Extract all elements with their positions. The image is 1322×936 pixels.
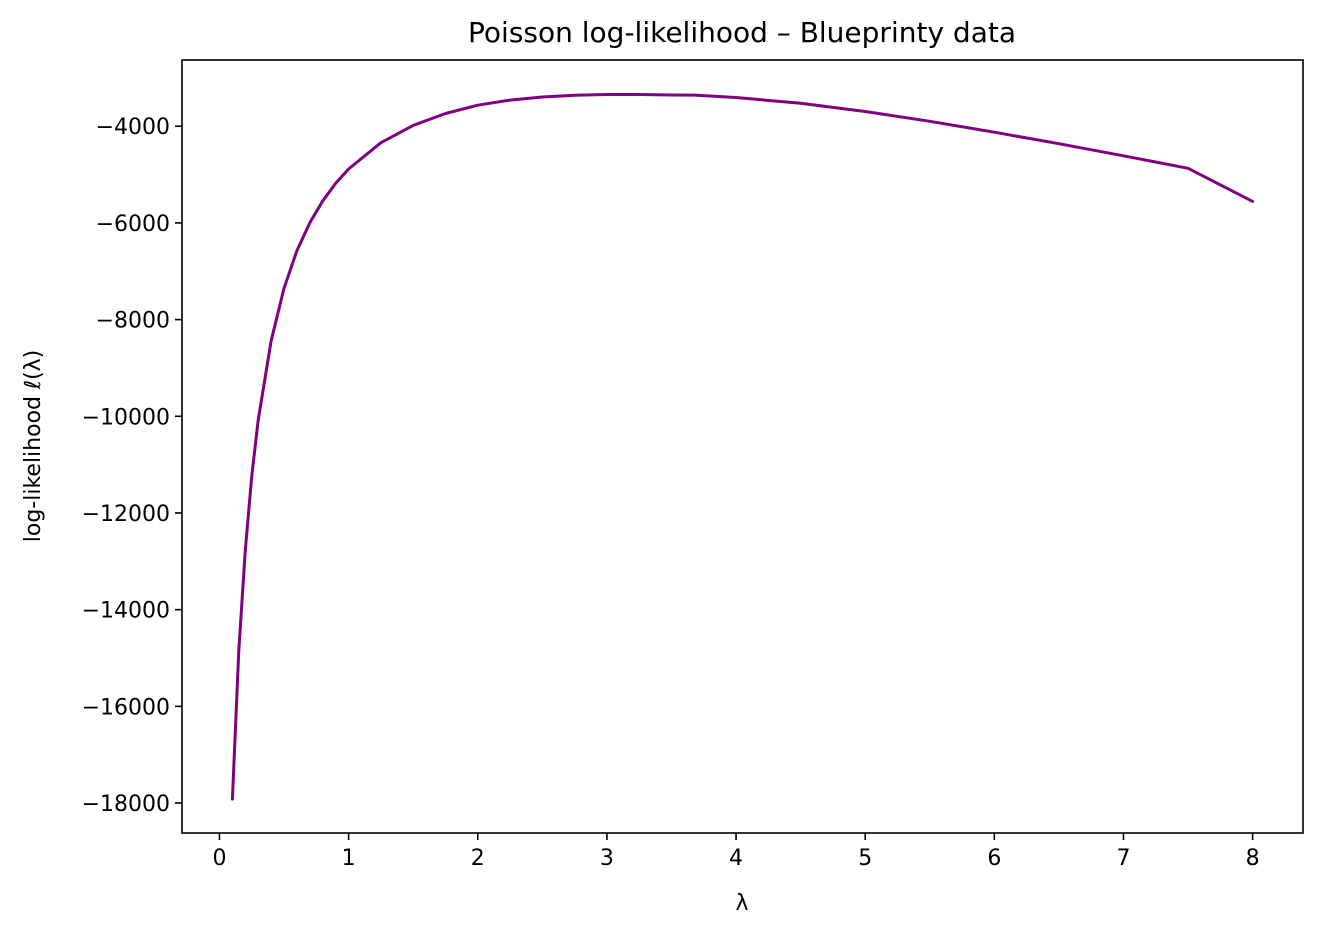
plot-frame	[181, 59, 1304, 834]
x-tick-label: 5	[858, 846, 872, 871]
x-tick-label: 3	[600, 846, 614, 871]
y-tick-label: −4000	[96, 115, 170, 140]
x-axis-label: λ	[735, 891, 748, 916]
chart-title: Poisson log-likelihood – Blueprinty data	[468, 16, 1016, 49]
x-tick-label: 0	[212, 846, 226, 871]
x-tick-label: 4	[729, 846, 743, 871]
x-tick-label: 1	[342, 846, 356, 871]
y-tick-label: −10000	[82, 405, 170, 430]
x-tick-label: 6	[987, 846, 1001, 871]
y-tick-label: −16000	[82, 695, 170, 720]
y-axis-label: log-likelihood ℓ(λ)	[21, 350, 46, 543]
series-layer	[230, 93, 1255, 801]
x-tick-label: 8	[1246, 846, 1260, 871]
y-tick-label: −8000	[96, 309, 170, 334]
y-tick-label: −6000	[96, 212, 170, 237]
y-tick-label: −12000	[82, 502, 170, 527]
y-tick-label: −14000	[82, 599, 170, 624]
plot-area: −18000 −16000 −14000 −12000 −10000 −8000 −6000…	[82, 59, 1304, 871]
series-line	[230, 93, 1255, 801]
x-axis: 0 1 2 3 4 5 6 7 8	[212, 833, 1260, 871]
x-tick-label: 2	[471, 846, 485, 871]
x-tick-label: 7	[1116, 846, 1130, 871]
y-axis: −18000 −16000 −14000 −12000 −10000 −8000 −6000…	[82, 115, 182, 817]
y-tick-label: −18000	[82, 792, 170, 817]
